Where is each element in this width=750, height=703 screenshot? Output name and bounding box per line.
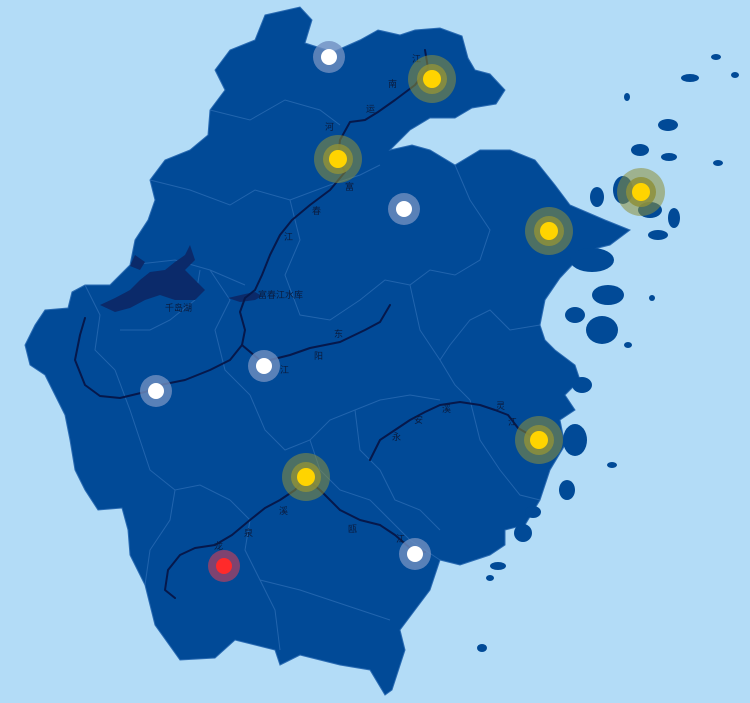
marker-dot: [407, 546, 423, 562]
label-fuchun-2: 春: [312, 205, 321, 217]
yongan-river: [369, 401, 546, 461]
marker-dot: [329, 150, 347, 168]
label-longquan-3: 溪: [279, 505, 288, 517]
marker-dot: [530, 431, 548, 449]
label-oujiang-2: 江: [396, 534, 405, 545]
map-labels: 江 南 运 河 富 春 江 富春江水库 千岛湖 东 阳 江 灵 江 永 安 溪 …: [165, 54, 517, 552]
label-canal-1: 江: [412, 54, 421, 65]
marker-east-yellow[interactable]: [525, 207, 573, 255]
label-fuchun-3: 江: [284, 232, 293, 243]
marker-wenzhou-white[interactable]: [399, 538, 431, 570]
marker-dot: [540, 222, 558, 240]
marker-center-white[interactable]: [248, 350, 280, 382]
markers-layer: [140, 41, 665, 582]
label-oujiang-1: 瓯: [348, 524, 357, 535]
label-lingjiang-2: 江: [508, 417, 517, 428]
marker-dot: [256, 358, 272, 374]
marker-southwest-red[interactable]: [208, 550, 240, 582]
label-fuchun-1: 富: [345, 181, 354, 193]
label-yongan-1: 永: [392, 431, 401, 443]
marker-lishui-yellow[interactable]: [282, 453, 330, 501]
label-dongyang-2: 阳: [314, 351, 323, 362]
marker-northwest-white[interactable]: [313, 41, 345, 73]
label-canal-2: 南: [388, 78, 397, 90]
label-yongan-2: 安: [414, 414, 423, 426]
label-longquan-1: 龙: [214, 540, 223, 552]
label-reservoir: 富春江水库: [258, 289, 303, 301]
label-longquan-2: 泉: [244, 527, 253, 539]
marker-dot: [321, 49, 337, 65]
marker-center-north-white[interactable]: [388, 193, 420, 225]
label-canal-4: 河: [325, 121, 334, 133]
marker-dot: [396, 201, 412, 217]
marker-northeast-yellow[interactable]: [408, 55, 456, 103]
marker-dot: [216, 558, 232, 574]
ou-river: [164, 477, 426, 599]
marker-west-white[interactable]: [140, 375, 172, 407]
label-canal-3: 运: [366, 104, 375, 115]
fuchun-river: [239, 157, 346, 346]
lan-river-west: [74, 317, 243, 399]
label-dongyang-3: 江: [280, 365, 289, 376]
lake-shape: [100, 245, 205, 312]
label-lake: 千岛湖: [165, 302, 192, 314]
rivers: [74, 49, 546, 599]
mainland-shape: [24, 6, 632, 696]
marker-dot: [423, 70, 441, 88]
label-yongan-3: 溪: [442, 403, 451, 415]
label-dongyang-1: 东: [334, 328, 343, 340]
marker-taizhou-yellow[interactable]: [515, 416, 563, 464]
marker-zhoushan-yellow[interactable]: [617, 168, 665, 216]
label-lingjiang-1: 灵: [496, 401, 505, 412]
marker-dot: [297, 468, 315, 486]
marker-dot: [148, 383, 164, 399]
marker-dot: [632, 183, 650, 201]
marker-north-yellow[interactable]: [314, 135, 362, 183]
